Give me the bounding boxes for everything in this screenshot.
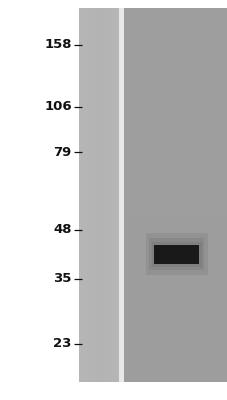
- Bar: [124, 195, 227, 214]
- Bar: [124, 83, 227, 102]
- Bar: [124, 214, 227, 232]
- Bar: [153, 244, 199, 264]
- Text: 79: 79: [53, 146, 72, 159]
- Bar: [103, 8, 105, 382]
- Bar: [124, 363, 227, 382]
- Bar: [78, 8, 81, 382]
- Bar: [124, 158, 227, 176]
- Text: 106: 106: [44, 100, 72, 113]
- Bar: [124, 120, 227, 139]
- Bar: [124, 8, 227, 382]
- Bar: [97, 8, 100, 382]
- Text: 35: 35: [53, 272, 72, 285]
- Bar: [124, 102, 227, 120]
- Bar: [95, 8, 97, 382]
- Bar: [124, 232, 227, 251]
- Bar: [124, 288, 227, 307]
- Bar: [124, 139, 227, 158]
- Bar: [145, 233, 207, 275]
- Bar: [124, 344, 227, 363]
- Bar: [124, 251, 227, 270]
- Bar: [100, 8, 103, 382]
- Bar: [114, 8, 116, 382]
- Bar: [148, 238, 203, 270]
- Text: 158: 158: [44, 38, 72, 51]
- Bar: [124, 176, 227, 195]
- Bar: [116, 8, 119, 382]
- Bar: [124, 307, 227, 326]
- Bar: [151, 242, 201, 267]
- Bar: [124, 8, 227, 27]
- Bar: [89, 8, 92, 382]
- Bar: [84, 8, 86, 382]
- Bar: [124, 46, 227, 64]
- Bar: [124, 270, 227, 288]
- Bar: [78, 8, 119, 382]
- Bar: [81, 8, 84, 382]
- Text: 23: 23: [53, 338, 72, 350]
- Bar: [86, 8, 89, 382]
- Bar: [124, 326, 227, 344]
- Bar: [124, 64, 227, 83]
- Bar: [119, 8, 124, 382]
- Bar: [124, 27, 227, 46]
- Bar: [111, 8, 114, 382]
- Bar: [92, 8, 95, 382]
- Bar: [105, 8, 108, 382]
- Text: 48: 48: [53, 223, 72, 236]
- Bar: [108, 8, 111, 382]
